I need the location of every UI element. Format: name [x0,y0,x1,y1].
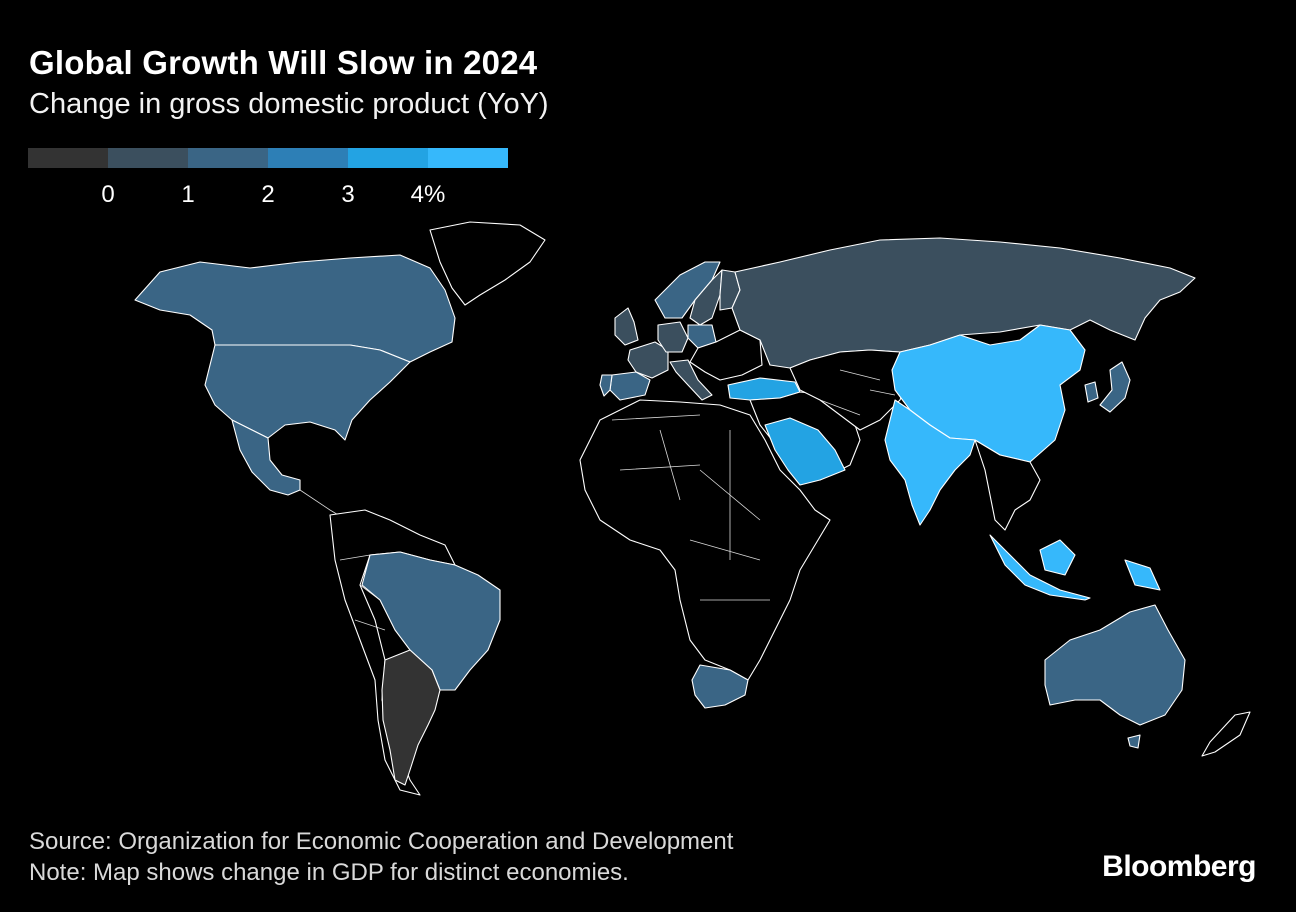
region-germany [657,321,689,353]
legend-bin-3 [268,148,348,168]
color-legend: 0 1 2 3 4% [28,148,508,208]
region-saudi-arabia [764,417,846,486]
region-spain [609,371,651,401]
bloomberg-logo: Bloomberg [1102,850,1256,883]
region-united-kingdom [614,307,639,346]
region-canada [134,254,456,363]
region-france [627,341,669,379]
region-australia [1044,604,1186,749]
region-india [884,399,976,526]
region-united-states [204,344,411,441]
region-russia [731,237,1196,369]
region-mexico [231,419,301,496]
region-argentina [381,649,441,786]
legend-bins [28,148,508,168]
region-italy [669,359,713,401]
region-southeast-asia-other [974,439,1041,531]
explanatory-note: Note: Map shows change in GDP for distin… [29,859,629,886]
region-indonesia [989,534,1161,601]
legend-bin-4 [348,148,428,168]
region-africa-other [579,399,831,681]
legend-bin-2 [188,148,268,168]
chart-footer: Source: Organization for Economic Cooper… [29,826,733,888]
legend-tick-2: 2 [261,181,275,208]
region-brazil [361,551,501,691]
source-note: Source: Organization for Economic Cooper… [29,828,734,855]
legend-tick-4: 4% [410,181,446,208]
legend-bin-1 [108,148,188,168]
region-sweden [689,269,723,326]
legend-bin-5 [428,148,508,168]
legend-bin-0 [28,148,108,168]
chart-title: Global Growth Will Slow in 2024 [29,44,538,81]
legend-tick-0: 0 [101,181,115,208]
region-greenland [429,221,546,306]
region-new-zealand [1201,711,1251,757]
region-europe-other [689,329,763,381]
region-japan [1099,361,1131,413]
region-south-africa [691,664,749,709]
region-south-korea [1084,381,1099,403]
world-map [134,221,1251,796]
chart-subtitle: Change in gross domestic product (YoY) [29,88,549,120]
legend-tick-3: 3 [341,181,355,208]
legend-tick-1: 1 [181,181,195,208]
region-portugal [599,374,613,397]
